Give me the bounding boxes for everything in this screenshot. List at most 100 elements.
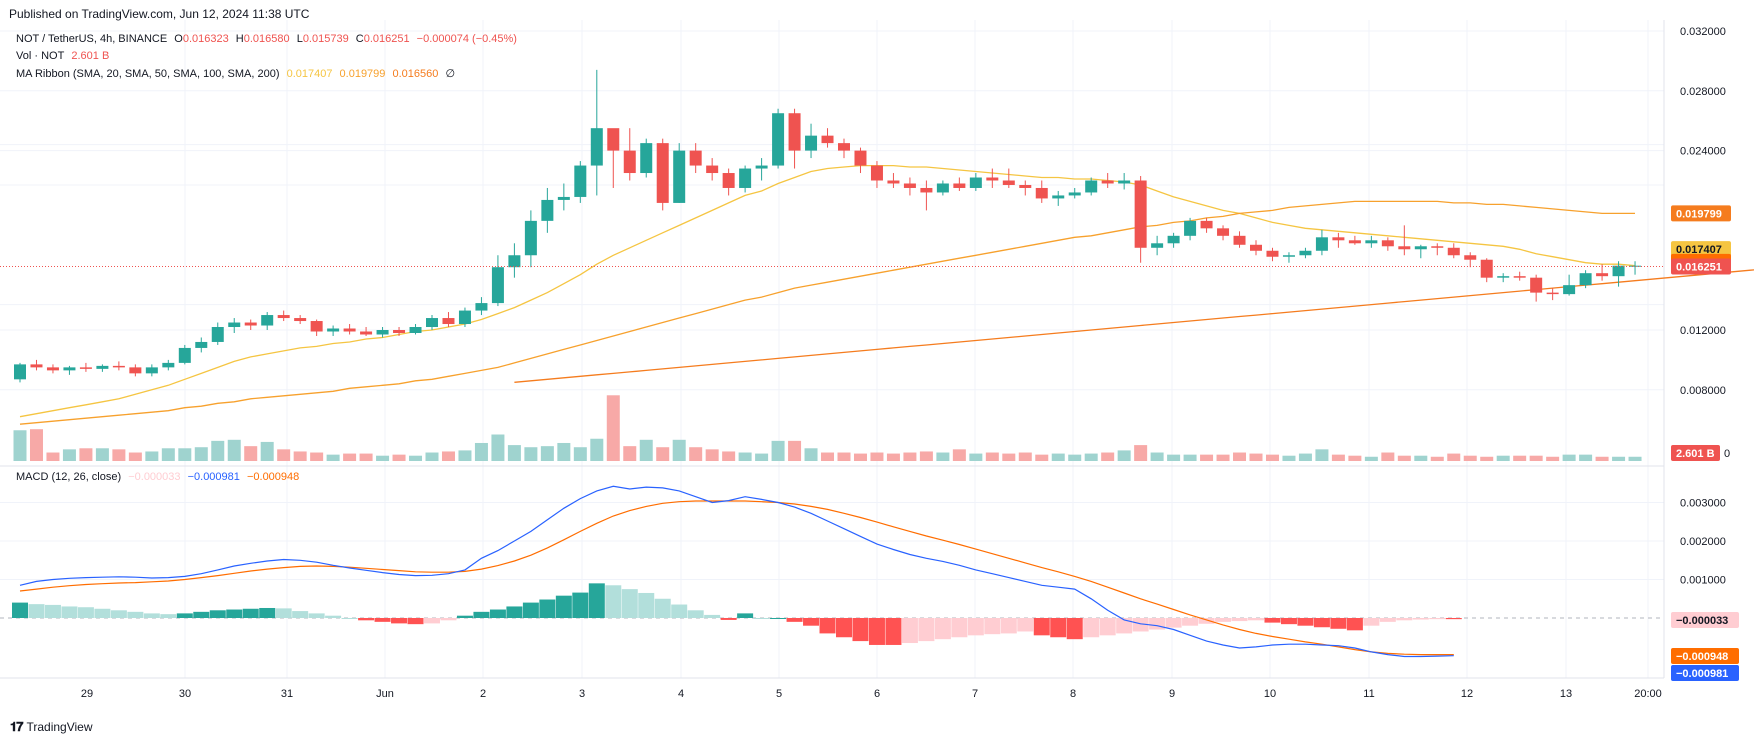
macd-histogram-bar <box>94 608 111 618</box>
volume-bar <box>1051 453 1065 461</box>
candle-body <box>1513 276 1526 278</box>
candle-body <box>1398 246 1411 250</box>
volume-zero-label: 0 <box>1724 448 1730 460</box>
macd-hist-value: −0.000033 <box>128 471 181 483</box>
macd-histogram-bar <box>473 611 490 618</box>
legend-ma-row[interactable]: MA Ribbon (SMA, 20, SMA, 50, SMA, 100, S… <box>16 67 459 80</box>
volume-label: Vol · NOT <box>16 50 65 62</box>
moving-averages <box>19 164 1754 425</box>
candle-body <box>1530 277 1543 293</box>
volume-bar <box>1233 452 1247 461</box>
volume-bar <box>441 451 455 461</box>
volume-bar <box>474 442 488 461</box>
candles <box>14 69 1642 383</box>
volume-bar <box>1496 455 1510 461</box>
macd-axis-label: 0.002000 <box>1680 536 1726 548</box>
volume-bar <box>804 448 818 461</box>
candle-body <box>755 165 768 169</box>
macd-histogram-bar <box>176 613 193 618</box>
macd-histogram-bar <box>1099 618 1116 636</box>
macd-histogram-bar <box>292 611 309 618</box>
macd-pane <box>12 485 1462 658</box>
candle-body <box>475 303 488 311</box>
candle-body <box>1167 235 1180 244</box>
candle-body <box>1414 246 1427 250</box>
macd-histogram-bar <box>61 606 78 618</box>
candle-body <box>1348 240 1361 244</box>
volume-bar <box>1117 450 1131 461</box>
macd-histogram-bar <box>918 618 935 642</box>
ma1-value: 0.017407 <box>286 68 333 80</box>
volume-bar <box>886 453 900 461</box>
macd-histogram-bar <box>951 618 968 638</box>
candle-body <box>458 310 471 325</box>
price-axis-label: 0.024000 <box>1680 146 1726 158</box>
volume-bar <box>672 439 686 461</box>
volume-bar <box>788 440 802 461</box>
legend-macd-row[interactable]: MACD (12, 26, close) −0.000033 −0.000981… <box>16 471 303 483</box>
volume-bar <box>112 449 126 461</box>
candle-body <box>590 128 603 166</box>
macd-histogram-bar <box>44 604 61 618</box>
volume-bar <box>79 448 93 461</box>
macd-histogram-bar <box>489 609 506 618</box>
legend-symbol-row[interactable]: NOT / TetherUS, 4h, BINANCE O0.016323 H0… <box>16 33 521 45</box>
macd-value-badge <box>1671 648 1739 664</box>
macd-histogram-bar <box>308 613 325 618</box>
time-axis-label: 7 <box>972 688 978 700</box>
candle-body <box>574 165 587 197</box>
volume-bar <box>1167 454 1181 461</box>
candle-body <box>376 330 389 335</box>
volume-bar <box>1628 456 1642 461</box>
macd-histogram-bar <box>242 608 259 618</box>
price-axis-label: 0.008000 <box>1680 385 1726 397</box>
time-axis-label: 30 <box>179 688 191 700</box>
candle-body <box>1019 184 1032 188</box>
time-axis-label: Jun <box>376 688 394 700</box>
macd-histogram-bar <box>967 618 984 636</box>
macd-histogram-bar <box>1412 618 1429 620</box>
legend-volume-row[interactable]: Vol · NOT 2.601 B <box>16 50 113 62</box>
candle-body <box>706 165 719 174</box>
candle-body <box>1118 180 1131 184</box>
volume-bar <box>1002 453 1016 461</box>
candle-body <box>162 362 175 368</box>
macd-histogram-bar <box>786 618 803 622</box>
volume-bar <box>837 452 851 461</box>
volume-bar <box>145 451 159 461</box>
macd-histogram-bar <box>1280 618 1297 625</box>
volume-bar <box>128 452 142 461</box>
macd-value-badge-text: −0.000981 <box>1676 668 1728 680</box>
macd-histogram-bar <box>522 602 539 618</box>
candle-body <box>310 321 323 332</box>
volume-bar <box>1595 456 1609 461</box>
macd-histogram-bar <box>1379 618 1396 622</box>
volume-bar <box>491 434 505 461</box>
macd-histogram-bar <box>160 614 177 618</box>
volume-bar <box>1447 453 1461 461</box>
close-label: C <box>355 33 364 45</box>
candle-body <box>129 367 142 374</box>
volume-bar <box>1216 454 1230 461</box>
macd-histogram-bar <box>424 618 440 624</box>
candle-body <box>1002 180 1015 185</box>
candle-body <box>607 128 620 151</box>
macd-histogram-bar <box>506 606 523 618</box>
volume-bar <box>903 452 917 461</box>
macd-histogram-bar <box>341 618 358 619</box>
macd-histogram-bar <box>1017 618 1034 632</box>
volume-bar <box>1364 456 1378 461</box>
macd-histogram-bar <box>374 618 391 622</box>
symbol-label: NOT / TetherUS, 4h, BINANCE <box>16 33 168 45</box>
open-value: 0.016323 <box>182 33 229 45</box>
footer-brand[interactable]: 𝟏𝟕 TradingView <box>10 719 93 735</box>
macd-histogram-bar <box>1396 618 1413 621</box>
candle-body <box>442 318 455 325</box>
volume-bar <box>1562 454 1576 461</box>
time-axis-label: 29 <box>81 688 93 700</box>
macd-histogram-bar <box>621 589 638 618</box>
candle-body <box>1101 180 1114 184</box>
volume-value: 2.601 B <box>71 50 110 62</box>
volume-bar <box>1265 454 1279 461</box>
